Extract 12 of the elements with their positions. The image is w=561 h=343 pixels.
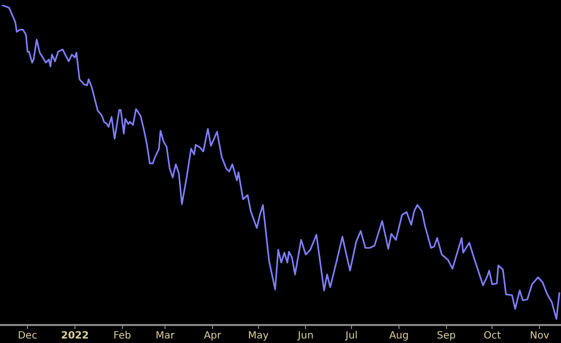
x-tick-label: 2022 bbox=[60, 330, 89, 342]
x-tick-label: Jun bbox=[296, 330, 314, 342]
x-tick-label: Dec bbox=[18, 330, 38, 342]
x-tick-label: Oct bbox=[484, 330, 501, 342]
x-tick-label: Sep bbox=[436, 330, 456, 342]
x-tick-label: Aug bbox=[389, 330, 409, 342]
x-tick-label: Mar bbox=[156, 330, 176, 342]
x-tick-label: Apr bbox=[204, 330, 222, 342]
x-tick-label: May bbox=[248, 330, 269, 342]
x-tick-label: Feb bbox=[113, 330, 132, 342]
x-tick-label: Nov bbox=[530, 330, 550, 342]
x-tick-label: Jul bbox=[344, 330, 358, 342]
